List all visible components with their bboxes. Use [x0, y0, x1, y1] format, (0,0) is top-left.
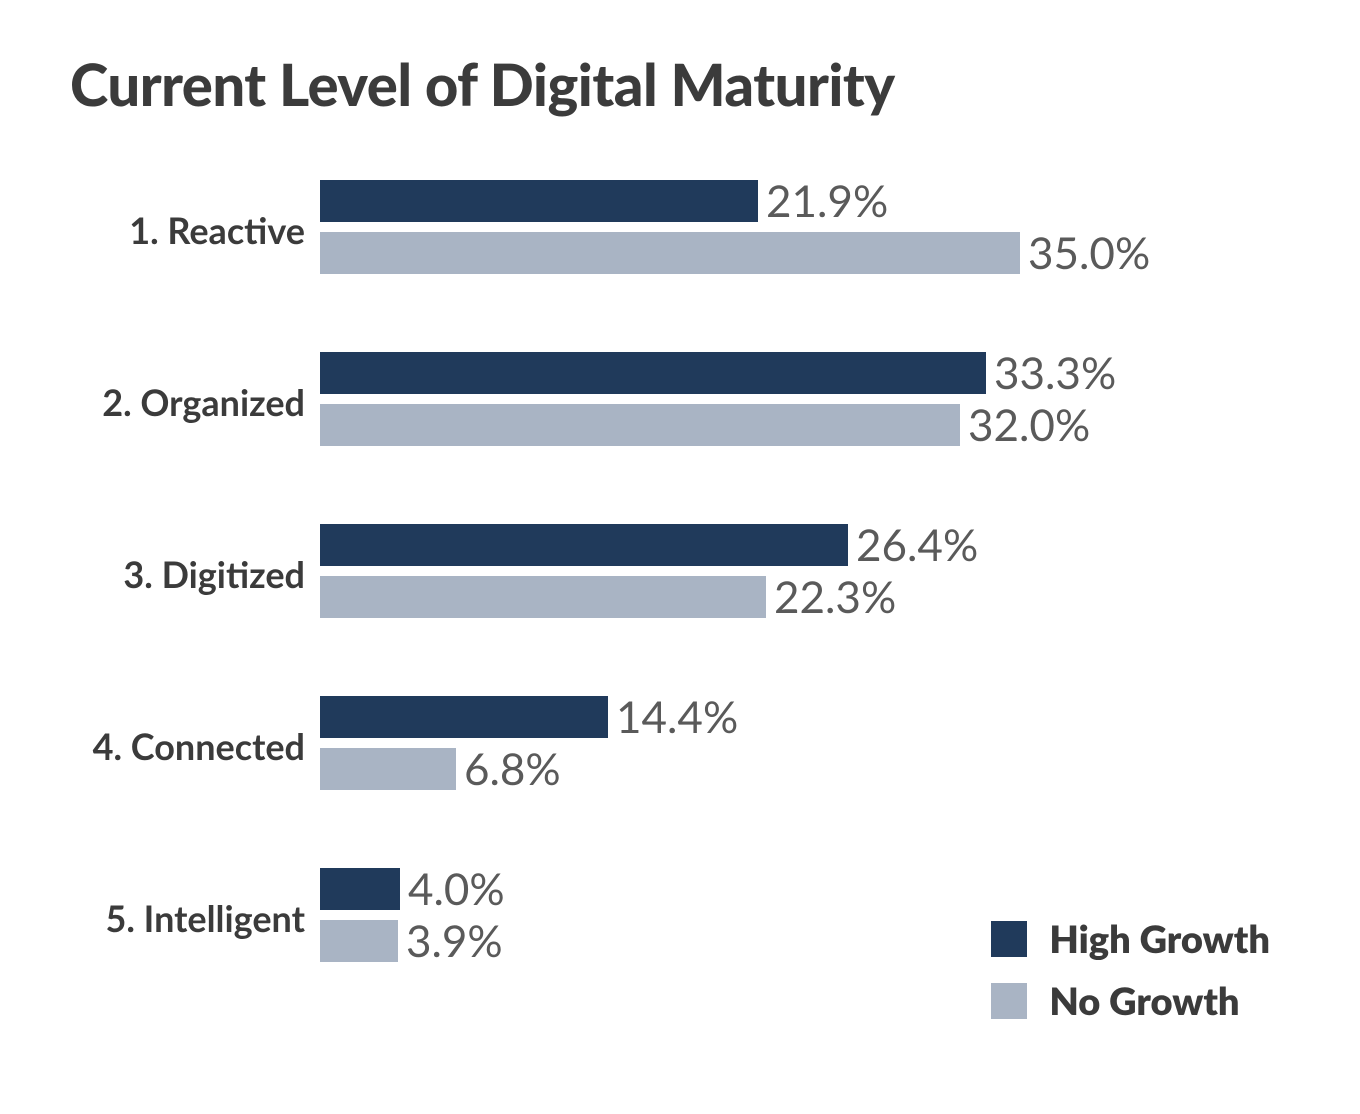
bar-high-growth [320, 352, 986, 394]
legend-item-high-growth: High Growth [991, 916, 1270, 962]
bar-high-growth [320, 180, 758, 222]
legend-swatch-high-growth [991, 921, 1027, 957]
bar-value-high: 21.9% [766, 180, 888, 222]
bar-value-no: 35.0% [1028, 232, 1150, 274]
legend-swatch-no-growth [991, 983, 1027, 1019]
bar-value-high: 26.4% [856, 524, 978, 566]
bar-no-growth [320, 232, 1020, 274]
bar-value-no: 6.8% [464, 748, 561, 790]
bar-high-growth [320, 696, 608, 738]
category-label: 4. Connected [93, 724, 305, 768]
category-label: 1. Reactive [129, 208, 305, 252]
bar-value-no: 22.3% [774, 576, 896, 618]
category-label: 2. Organized [102, 380, 305, 424]
bar-value-high: 4.0% [408, 868, 505, 910]
digital-maturity-chart: Current Level of Digital Maturity 1. Rea… [0, 0, 1360, 1114]
category-label: 5. Intelligent [106, 896, 306, 940]
bar-high-growth [320, 868, 400, 910]
bar-no-growth [320, 920, 398, 962]
legend-label-no-growth: No Growth [1049, 978, 1239, 1024]
legend-item-no-growth: No Growth [991, 978, 1270, 1024]
category-label: 3. Digitized [123, 552, 305, 596]
bar-no-growth [320, 404, 960, 446]
legend: High Growth No Growth [991, 900, 1270, 1024]
bar-no-growth [320, 748, 456, 790]
bar-high-growth [320, 524, 848, 566]
bar-value-no: 32.0% [968, 404, 1090, 446]
chart-title: Current Level of Digital Maturity [70, 50, 895, 119]
bar-value-no: 3.9% [406, 920, 503, 962]
legend-label-high-growth: High Growth [1049, 916, 1270, 962]
bar-no-growth [320, 576, 766, 618]
bar-value-high: 14.4% [616, 696, 738, 738]
bar-value-high: 33.3% [994, 352, 1116, 394]
